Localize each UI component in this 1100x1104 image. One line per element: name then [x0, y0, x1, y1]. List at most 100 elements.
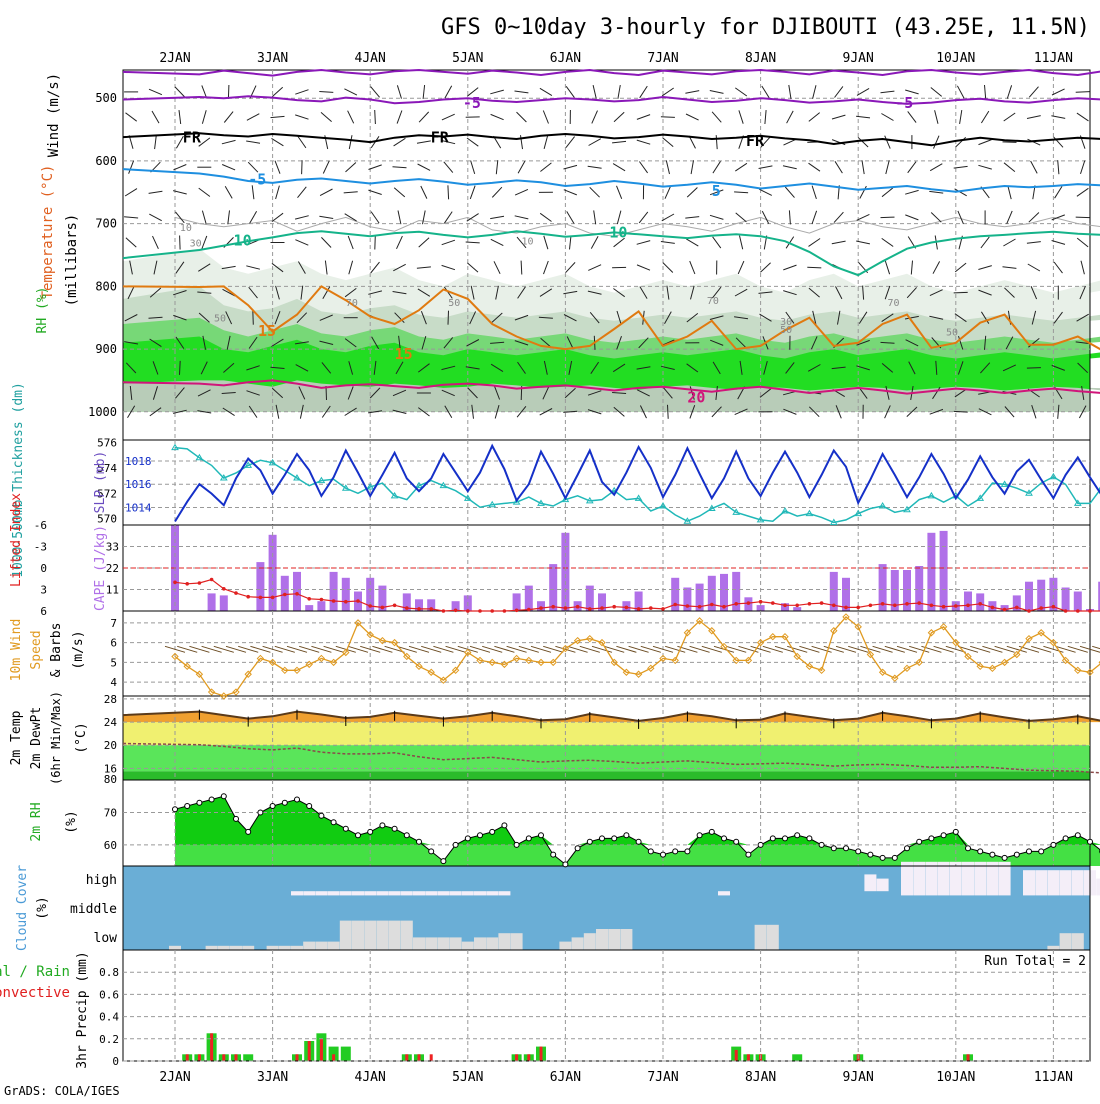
wind-barb — [517, 112, 527, 122]
rh2m-point — [978, 849, 983, 854]
wind-barb — [397, 111, 402, 124]
wind-barb — [787, 111, 794, 123]
cloud-low-bar — [608, 929, 620, 950]
wind-barb — [369, 165, 382, 170]
wind-barb — [1007, 211, 1013, 224]
rh2m-point — [526, 836, 531, 841]
isotherm-label: -5 — [895, 94, 913, 112]
rh2m-point — [319, 813, 324, 818]
wind-barb — [393, 264, 405, 271]
wind-barb — [809, 239, 821, 247]
rh2m-point — [929, 836, 934, 841]
lifted-index-point — [747, 601, 751, 605]
precip-conv-bar — [296, 1054, 299, 1061]
day-label-bottom: 2JAN — [159, 1070, 190, 1085]
lifted-index-point — [759, 600, 763, 604]
wind-barb — [325, 261, 327, 275]
wind10-tick-label: 6 — [110, 637, 117, 650]
rh2m-point — [831, 846, 836, 851]
wind-barb — [856, 241, 870, 244]
lifted-index-point — [856, 606, 860, 610]
li-tick-label: 6 — [40, 605, 47, 618]
wind-barb — [445, 86, 452, 98]
cape-bar — [549, 564, 557, 611]
wind-barb — [515, 91, 529, 93]
rh-contour-label: 50 — [946, 328, 958, 339]
wind-barb — [496, 160, 498, 174]
axis-label-rh: RH (%) — [35, 287, 50, 334]
lifted-index-point — [527, 608, 531, 612]
wind-barb — [1007, 85, 1011, 98]
cloud-high-bar — [462, 891, 474, 895]
wind-barb — [566, 86, 574, 97]
wind10-barb — [909, 646, 929, 652]
precip-tick-label: 0 — [112, 1055, 119, 1068]
wind-barb — [1003, 142, 1017, 143]
precip-conv-bar — [308, 1041, 311, 1061]
rh-contour-label: 10 — [521, 237, 533, 248]
wind-barb — [419, 112, 429, 122]
wind-barb — [423, 211, 426, 225]
wind-barb — [710, 91, 724, 94]
wind10-barb — [799, 646, 819, 652]
rh2m-point — [917, 839, 922, 844]
cloud-high-bar — [718, 891, 730, 895]
day-label-bottom: 10JAN — [936, 1070, 975, 1085]
wind10-frame — [123, 611, 1090, 696]
lifted-index-point — [795, 604, 799, 608]
wind-barb — [1076, 217, 1090, 218]
wind-barb — [540, 88, 552, 95]
rh2m-point — [819, 842, 824, 847]
wind-barb — [246, 141, 260, 143]
wind-barb — [686, 239, 698, 246]
wind-barb — [789, 210, 790, 224]
cloud-high-bar — [864, 874, 876, 891]
isotherm-label: 10 — [609, 223, 627, 241]
wind-barb — [637, 265, 650, 270]
wind10-barb — [995, 646, 1015, 652]
wind-barb — [566, 137, 575, 148]
credit-label: GrADS: COLA/IGES — [4, 1084, 120, 1098]
wind-barb — [543, 111, 548, 124]
rh2m-point — [844, 846, 849, 851]
wind-barb — [690, 261, 695, 274]
upper-tick-label: 700 — [95, 217, 117, 231]
cape-bar — [330, 572, 338, 611]
wind10-barb — [934, 646, 954, 652]
wind10-barb — [494, 646, 514, 652]
rh2m-point — [856, 849, 861, 854]
wind-barb — [570, 236, 572, 250]
rh-contour-label: 30 — [190, 238, 202, 249]
wind-barb — [515, 216, 529, 219]
lifted-index-point — [271, 596, 275, 600]
wind-barb — [639, 162, 647, 173]
wind10-tick-label: 7 — [110, 617, 117, 630]
wind-barb — [442, 240, 455, 245]
precip-conv-bar — [430, 1054, 433, 1061]
wind-barb — [858, 137, 868, 147]
lifted-index-point — [564, 606, 568, 610]
rh2m-point — [709, 829, 714, 834]
wind-barb — [835, 161, 842, 173]
wind-barb — [344, 192, 358, 193]
wind-barb — [348, 111, 354, 124]
wind-barb — [592, 111, 598, 124]
rh2m-tick-label: 60 — [104, 839, 117, 852]
precip-tick-label: 0.8 — [99, 966, 119, 979]
wind-barb — [179, 110, 181, 124]
cloud-high-bar — [437, 891, 449, 895]
axis-label-cloud-unit: (%) — [35, 896, 50, 919]
cloud-low-bar — [291, 946, 303, 950]
wind-barb — [809, 163, 821, 171]
cloud-low-bar — [498, 933, 510, 950]
cloud-low-bar — [267, 946, 279, 950]
wind-barb — [663, 263, 673, 273]
cloud-low-bar — [242, 946, 254, 950]
cape-bar — [317, 601, 325, 611]
cloud-high-bar — [986, 862, 998, 896]
day-label-bottom: 11JAN — [1034, 1070, 1073, 1085]
wind-barb — [835, 86, 843, 97]
isotherm-label: 20 — [687, 388, 705, 406]
cloud-low-bar — [401, 921, 413, 950]
day-label-top: 5JAN — [452, 51, 483, 66]
